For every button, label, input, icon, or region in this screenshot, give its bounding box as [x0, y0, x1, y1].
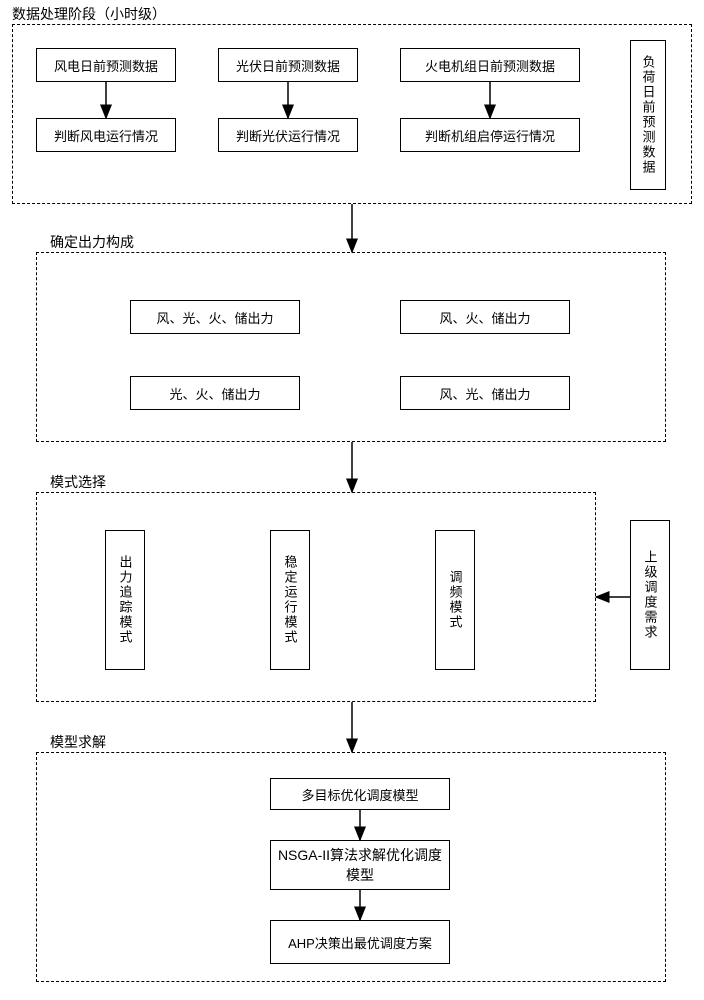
- box-upper-dispatch: 上级调度需求: [630, 520, 670, 670]
- stage2-container: [36, 252, 666, 442]
- box-output2: 风、火、储出力: [400, 300, 570, 334]
- box-pv-forecast: 光伏日前预测数据: [218, 48, 358, 82]
- box-nsga: NSGA-II算法求解优化调度模型: [270, 840, 450, 890]
- box-load-forecast: 负荷日前预测数据: [630, 40, 666, 190]
- box-load-forecast-text: 负荷日前预测数据: [639, 55, 658, 175]
- box-mode-stable: 稳定运行模式: [270, 530, 310, 670]
- box-ahp: AHP决策出最优调度方案: [270, 920, 450, 964]
- box-wind-forecast: 风电日前预测数据: [36, 48, 176, 82]
- stage2-label: 确定出力构成: [50, 232, 134, 252]
- box-thermal-judge: 判断机组启停运行情况: [400, 118, 580, 152]
- box-output1: 风、光、火、储出力: [130, 300, 300, 334]
- box-output3: 光、火、储出力: [130, 376, 300, 410]
- box-mode-track-text: 出力追踪模式: [116, 555, 135, 645]
- box-output4: 风、光、储出力: [400, 376, 570, 410]
- stage3-label: 模式选择: [50, 472, 106, 492]
- box-pv-judge: 判断光伏运行情况: [218, 118, 358, 152]
- box-mode-freq: 调频模式: [435, 530, 475, 670]
- box-mode-stable-text: 稳定运行模式: [281, 555, 300, 645]
- stage4-label: 模型求解: [50, 732, 106, 752]
- box-mode-track: 出力追踪模式: [105, 530, 145, 670]
- box-thermal-forecast: 火电机组日前预测数据: [400, 48, 580, 82]
- box-mode-freq-text: 调频模式: [446, 570, 465, 630]
- box-multiobj-model: 多目标优化调度模型: [270, 778, 450, 810]
- box-wind-judge: 判断风电运行情况: [36, 118, 176, 152]
- stage1-label: 数据处理阶段（小时级）: [12, 4, 166, 24]
- box-upper-dispatch-text: 上级调度需求: [641, 550, 660, 640]
